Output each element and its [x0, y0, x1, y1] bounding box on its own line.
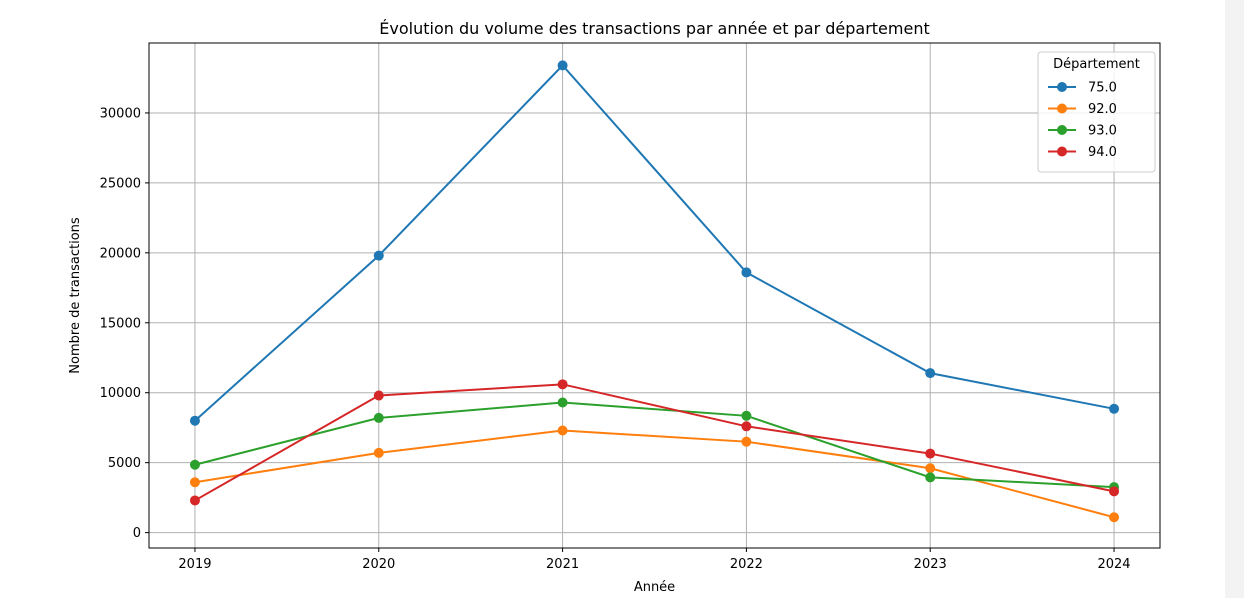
data-point	[373, 447, 384, 458]
data-point	[925, 448, 936, 459]
side-panel-strip	[1225, 0, 1244, 598]
x-axis-label: Année	[634, 580, 675, 595]
data-point	[925, 472, 936, 483]
x-tick-label: 2020	[362, 557, 395, 572]
data-point	[1109, 512, 1120, 523]
legend-marker	[1057, 103, 1067, 114]
data-point	[741, 267, 752, 278]
data-point	[1109, 403, 1120, 414]
series-lines	[189, 60, 1120, 523]
grid	[149, 43, 1160, 548]
legend-marker	[1057, 125, 1067, 135]
data-point	[925, 463, 936, 474]
legend-label: 75.0	[1088, 81, 1117, 96]
series-line	[194, 63, 1115, 422]
legend-title: Département	[1053, 57, 1140, 72]
legend-item: 93.0	[1048, 124, 1117, 139]
x-tick-label: 2019	[178, 557, 211, 572]
data-point	[557, 60, 568, 71]
y-axis-label: Nombre de transactions	[68, 217, 83, 374]
data-point	[741, 436, 752, 447]
data-point	[189, 495, 200, 506]
series-92-0	[189, 425, 1120, 523]
legend-marker	[1057, 146, 1067, 157]
legend-label: 94.0	[1088, 145, 1117, 160]
series-line	[194, 383, 1115, 502]
y-tick-label: 20000	[100, 246, 141, 261]
series-line	[194, 429, 1115, 519]
y-tick-label: 5000	[108, 456, 141, 471]
data-point	[373, 412, 384, 423]
x-tick-label: 2021	[546, 557, 579, 572]
data-point	[741, 421, 752, 432]
legend-item: 94.0	[1048, 145, 1117, 160]
data-point	[373, 390, 384, 401]
data-point	[1109, 486, 1120, 497]
legend-label: 92.0	[1088, 102, 1117, 117]
data-point	[189, 415, 200, 426]
data-point	[557, 379, 568, 390]
data-point	[189, 459, 200, 470]
x-tick-label: 2022	[730, 557, 763, 572]
y-tick-label: 10000	[100, 386, 141, 401]
data-point	[741, 410, 752, 421]
plot-frame	[148, 42, 1161, 549]
series-94-0	[189, 379, 1120, 506]
data-point	[557, 397, 568, 408]
x-tick-label: 2023	[914, 557, 947, 572]
legend-item: 92.0	[1048, 102, 1117, 117]
series-line	[194, 401, 1115, 489]
y-tick-label: 30000	[100, 106, 141, 121]
series-93-0	[189, 397, 1120, 493]
data-point	[557, 425, 568, 436]
chart-title: Évolution du volume des transactions par…	[379, 19, 929, 38]
y-tick-label: 0	[133, 526, 141, 541]
legend-label: 93.0	[1088, 124, 1117, 139]
data-point	[189, 477, 200, 488]
legend-items: 75.0 92.0 93.0 94.0	[1048, 81, 1117, 160]
x-tick-label: 2024	[1097, 557, 1130, 572]
y-tick-label: 25000	[100, 176, 141, 191]
series-75-0	[189, 60, 1120, 426]
y-tick-label: 15000	[100, 316, 141, 331]
data-point	[373, 250, 384, 261]
legend-item: 75.0	[1048, 81, 1117, 96]
legend-box	[1037, 51, 1156, 173]
data-point	[925, 368, 936, 379]
legend-marker	[1057, 82, 1067, 92]
legend: Département 75.0 92.0 93.0 94.0	[1037, 51, 1156, 173]
axis-ticks: 2019 2020 2021 2022 2023 2024 0 5000 10000 15000 2…	[100, 106, 1131, 572]
